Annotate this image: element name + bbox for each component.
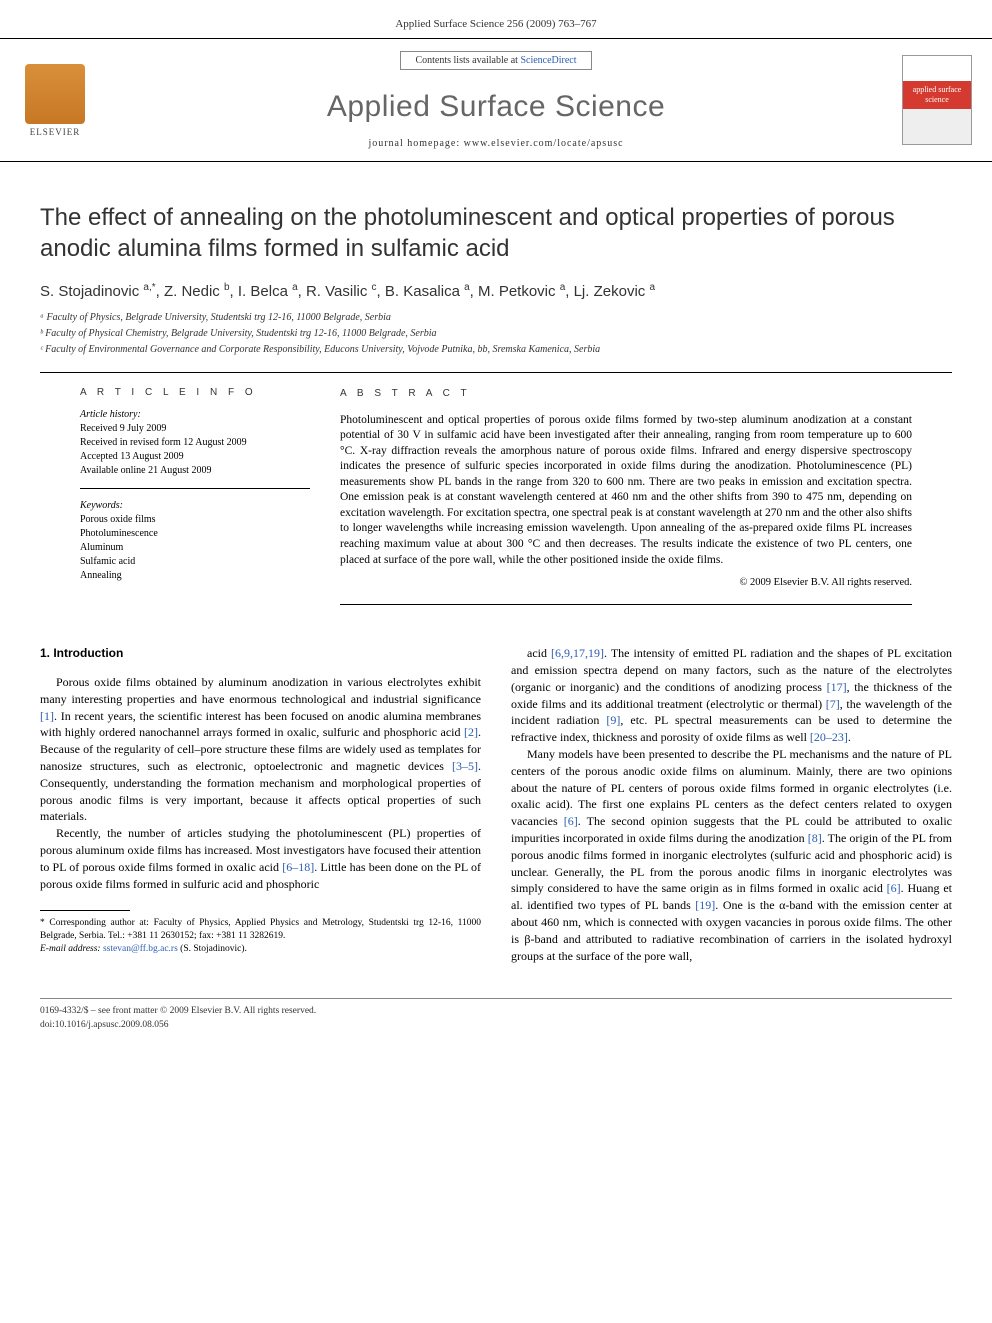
section-heading: 1. Introduction [40,645,481,662]
cover-band-text: applied surface science [903,81,971,108]
homepage-line: journal homepage: www.elsevier.com/locat… [90,138,902,149]
history-line: Accepted 13 August 2009 [80,450,310,464]
body-columns: 1. Introduction Porous oxide films obtai… [0,605,992,984]
body-paragraph: Many models have been presented to descr… [511,746,952,964]
author-list: S. Stojadinovic a,*, Z. Nedic b, I. Belc… [0,282,992,310]
history-line: Received in revised form 12 August 2009 [80,436,310,450]
footer-issn-line: 0169-4332/$ – see front matter © 2009 El… [40,1005,952,1018]
elsevier-logo: ELSEVIER [20,60,90,140]
article-info-heading: A R T I C L E I N F O [80,387,310,398]
keyword: Photoluminescence [80,527,310,541]
keyword: Sulfamic acid [80,555,310,569]
contents-line: Contents lists available at ScienceDirec… [400,51,591,70]
email-line: E-mail address: sstevan@ff.bg.ac.rs (S. … [40,943,481,956]
left-column: 1. Introduction Porous oxide films obtai… [40,645,481,964]
keyword: Aluminum [80,541,310,555]
article-title: The effect of annealing on the photolumi… [0,162,992,282]
page-footer: 0169-4332/$ – see front matter © 2009 El… [40,998,952,1050]
affiliation-line: ᶜ Faculty of Environmental Governance an… [40,342,952,357]
masthead-center: Contents lists available at ScienceDirec… [90,51,902,149]
sciencedirect-link[interactable]: ScienceDirect [520,55,576,66]
abstract-heading: A B S T R A C T [340,387,912,401]
citation-text: Applied Surface Science 256 (2009) 763–7… [395,18,596,30]
homepage-url: www.elsevier.com/locate/apsusc [464,138,624,149]
journal-cover-thumbnail: applied surface science [902,55,972,145]
abstract-copyright: © 2009 Elsevier B.V. All rights reserved… [340,576,912,590]
email-address[interactable]: sstevan@ff.bg.ac.rs [103,944,178,954]
right-column: acid [6,9,17,19]. The intensity of emitt… [511,645,952,964]
body-paragraph: Recently, the number of articles studyin… [40,825,481,892]
journal-name: Applied Surface Science [90,90,902,124]
history-line: Received 9 July 2009 [80,422,310,436]
keywords-block: Keywords: Porous oxide filmsPhotolumines… [80,499,310,583]
abstract: A B S T R A C T Photoluminescent and opt… [340,373,912,605]
elsevier-tree-icon [25,64,85,124]
footer-doi-line: doi:10.1016/j.apsusc.2009.08.056 [40,1019,952,1032]
masthead: ELSEVIER Contents lists available at Sci… [0,38,992,162]
history-label: Article history: [80,408,310,422]
body-paragraph: Porous oxide films obtained by aluminum … [40,674,481,825]
keyword: Porous oxide films [80,513,310,527]
article-history: Article history: Received 9 July 2009Rec… [80,408,310,489]
footnotes: * Corresponding author at: Faculty of Ph… [40,917,481,955]
keywords-label: Keywords: [80,499,310,513]
corresponding-author-note: * Corresponding author at: Faculty of Ph… [40,917,481,943]
history-line: Available online 21 August 2009 [80,464,310,478]
body-paragraph: acid [6,9,17,19]. The intensity of emitt… [511,645,952,746]
keyword: Annealing [80,569,310,583]
article-info: A R T I C L E I N F O Article history: R… [80,373,310,605]
affiliation-line: ᵃ Faculty of Physics, Belgrade Universit… [40,310,952,325]
footnote-separator [40,910,130,911]
affiliation-line: ᵇ Faculty of Physical Chemistry, Belgrad… [40,326,952,341]
running-header: Applied Surface Science 256 (2009) 763–7… [0,0,992,38]
abstract-text: Photoluminescent and optical properties … [340,413,912,568]
elsevier-label: ELSEVIER [30,127,81,137]
info-abstract-row: A R T I C L E I N F O Article history: R… [40,372,952,605]
affiliations: ᵃ Faculty of Physics, Belgrade Universit… [0,310,992,372]
